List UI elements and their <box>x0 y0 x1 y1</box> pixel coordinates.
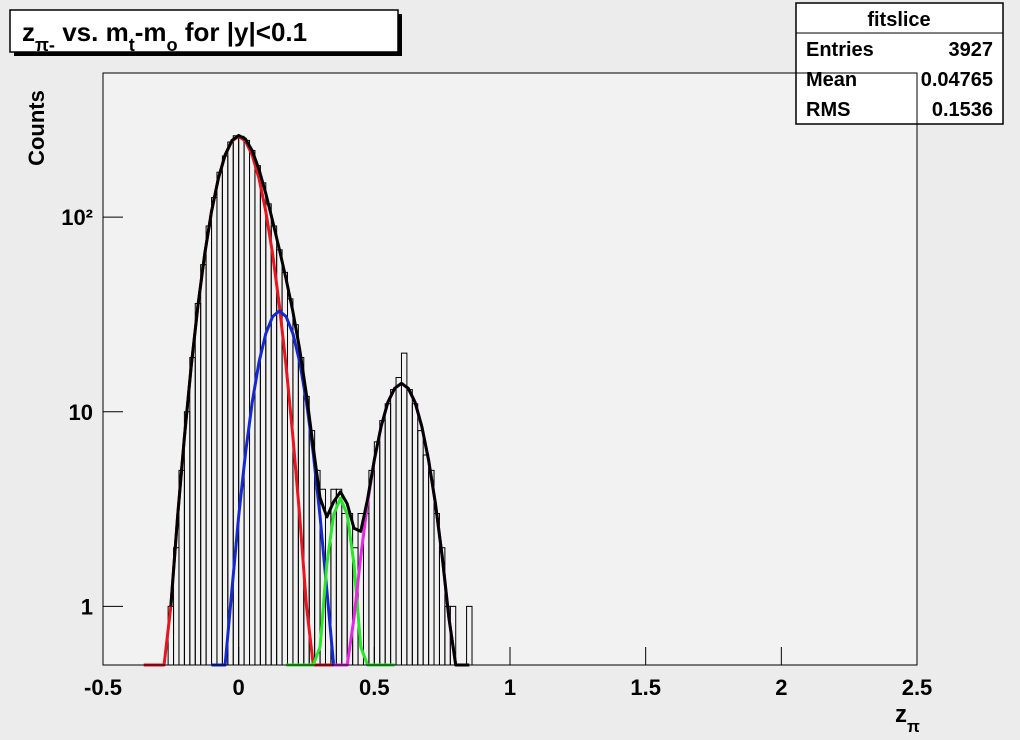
stats-value: 0.04765 <box>921 69 993 91</box>
stats-title: fitslice <box>867 9 930 31</box>
text-part: o <box>167 35 178 55</box>
x-axis-label: zπ <box>895 701 920 736</box>
x-tick-label: 1.5 <box>630 675 661 700</box>
x-tick-label: -0.5 <box>84 675 122 700</box>
plot-frame <box>103 73 917 665</box>
text-part: t <box>129 35 135 55</box>
x-tick-label: 0 <box>233 675 245 700</box>
y-tick-label: 10² <box>61 205 93 230</box>
stats-label: RMS <box>806 99 850 121</box>
stats-box: fitslice Entries 3927 Mean 0.04765 RMS 0.1536 <box>795 2 1004 125</box>
x-tick-label: 2 <box>775 675 787 700</box>
stats-frame <box>795 2 1004 125</box>
title-box <box>9 9 399 53</box>
text-part: vs. m <box>55 17 129 47</box>
text-part: z <box>895 701 907 728</box>
stats-label: Mean <box>806 69 857 91</box>
stats-value: 0.1536 <box>932 99 993 121</box>
fit-curve <box>169 133 470 667</box>
x-tick-label: 2.5 <box>902 675 933 700</box>
chart-title: zπ- vs. mt-mo for |y|<0.1 <box>22 17 307 55</box>
y-tick-label: 10 <box>69 400 93 425</box>
text-part: z <box>22 17 35 47</box>
text-part: -m <box>135 17 167 47</box>
fit-curve <box>211 309 348 667</box>
histogram-bin <box>466 605 473 665</box>
x-tick-label: 0.5 <box>359 675 390 700</box>
x-tick-label: 1 <box>504 675 516 700</box>
stats-value: 3927 <box>949 39 994 61</box>
text-part: π <box>907 717 920 736</box>
y-axis-label: Counts <box>24 90 49 166</box>
y-tick-label: 1 <box>81 594 93 619</box>
plot-border <box>102 72 918 666</box>
stats-label: Entries <box>806 39 874 61</box>
text-part: π- <box>35 35 55 55</box>
text-part: for |y|<0.1 <box>178 17 307 47</box>
